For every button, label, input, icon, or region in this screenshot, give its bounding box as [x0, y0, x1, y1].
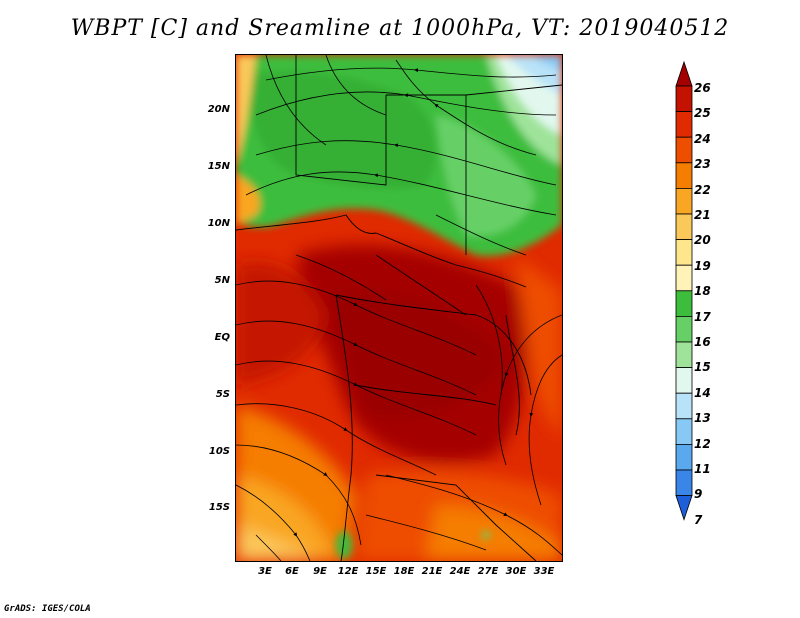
lon-label-33e: 33E [533, 566, 555, 577]
political-boundaries [236, 55, 562, 561]
colorbar-label: 7 [694, 512, 703, 527]
colorbar-label: 19 [694, 258, 711, 273]
colorbar-label: 21 [694, 208, 711, 222]
colorbar-box [675, 341, 693, 369]
colorbar-top-arrow [675, 60, 693, 87]
colorbar-box [675, 85, 693, 113]
colorbar-label: 20 [694, 233, 711, 248]
colorbar-box [675, 290, 693, 317]
colorbar-label: 11 [694, 462, 711, 476]
colorbar-box [675, 469, 693, 497]
streamlines [236, 55, 562, 561]
colorbar-label: 15 [694, 360, 711, 375]
lon-label-27e: 27E [477, 566, 499, 577]
colorbar-box [675, 213, 693, 241]
lon-label-12e: 12E [337, 566, 359, 577]
lon-label-6e: 6E [285, 566, 299, 577]
map-panel [235, 54, 563, 562]
chart-title: WBPT [C] and Sreamline at 1000hPa, VT: 2… [70, 16, 730, 41]
colorbar-box [675, 443, 693, 471]
lon-label-9e: 9E [313, 566, 327, 577]
colorbar-bottom-arrow [675, 495, 693, 521]
colorbar-label: 12 [694, 436, 711, 451]
colorbar-label: 25 [694, 106, 711, 121]
colorbar-label: 18 [694, 284, 711, 299]
colorbar-label: 13 [694, 411, 711, 426]
colorbar-box [675, 239, 693, 266]
lon-label-21e: 21E [421, 566, 443, 577]
lon-label-18e: 18E [393, 566, 415, 577]
lon-label-30e: 30E [505, 566, 527, 577]
colorbar-box [675, 111, 693, 138]
lon-label-15e: 15E [365, 566, 387, 577]
colorbar [675, 60, 693, 521]
lat-label-10n: 10N [207, 218, 230, 229]
colorbar-label: 14 [694, 385, 711, 400]
colorbar-label: 22 [694, 182, 711, 197]
lon-label-3e: 3E [258, 566, 272, 577]
colorbar-box [675, 264, 693, 292]
lat-label-15s: 15S [208, 502, 230, 513]
colorbar-label: 26 [694, 81, 711, 95]
lat-label-5s: 5S [215, 389, 230, 400]
lat-label-15n: 15N [207, 161, 230, 172]
colorbar-label: 16 [694, 335, 711, 349]
lat-label-eq: EQ [214, 332, 230, 343]
lat-label-10s: 10S [208, 446, 230, 457]
colorbar-box [675, 315, 693, 343]
colorbar-box [675, 418, 693, 445]
lat-label-5n: 5N [214, 275, 230, 286]
colorbar-box [675, 187, 693, 215]
colorbar-box [675, 136, 693, 164]
colorbar-boxes [675, 60, 693, 521]
colorbar-box [675, 392, 693, 420]
colorbar-box [675, 367, 693, 394]
colorbar-label: 23 [694, 157, 711, 172]
lon-label-24e: 24E [449, 566, 471, 577]
lat-label-20n: 20N [207, 104, 230, 115]
colorbar-label: 24 [694, 131, 711, 146]
colorbar-label: 9 [694, 487, 703, 502]
colorbar-label: 17 [694, 309, 711, 324]
footer-credit: GrADS: IGES/COLA [4, 604, 91, 614]
colorbar-box [675, 162, 693, 189]
wbpt-field [236, 55, 562, 561]
